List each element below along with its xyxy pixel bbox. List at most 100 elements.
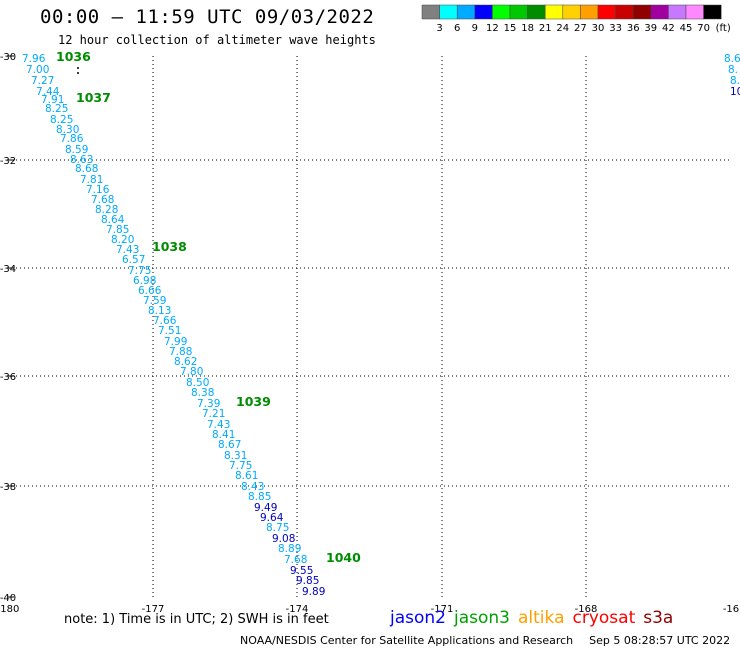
footer-credit: NOAA/NESDIS Center for Satellite Applica…: [240, 634, 730, 647]
wave-height-value: 7.68: [91, 194, 114, 206]
latitude-label: -30: [0, 52, 16, 63]
colorbar-swatch: [562, 4, 581, 20]
colorbar-label: 33: [609, 23, 622, 34]
latitude-label: -40: [0, 593, 16, 604]
legend-jason2: jason2: [390, 608, 446, 628]
wave-height-value: 8.59: [65, 144, 88, 156]
wave-height-value: 10: [730, 86, 740, 98]
wave-height-value: 9.08: [272, 533, 295, 545]
wave-height-value: 8.31: [224, 450, 247, 462]
colorbar-swatch: [439, 4, 458, 20]
cycle-labels: 1036 1037 1038 1039 1040: [56, 49, 361, 565]
wave-height-value: 8.25: [45, 103, 68, 115]
wave-height-value: 7.51: [158, 325, 181, 337]
wave-height-value: 7.16: [86, 184, 110, 196]
longitude-label: -180: [0, 604, 19, 615]
colorbar-label: 45: [680, 23, 693, 34]
credit-timestamp: Sep 5 08:28:57 UTC 2022: [589, 634, 731, 647]
wave-height-value: 9.85: [296, 575, 319, 587]
wave-height-value: 7.86: [60, 133, 84, 145]
wave-height-value: 8.28: [95, 204, 118, 216]
wave-height-value: 7.99: [164, 336, 187, 348]
colorbar-label: 24: [556, 23, 569, 34]
wave-height-value: 7.96: [22, 53, 46, 65]
colorbar-swatch: [632, 4, 652, 20]
altimeter-track: 7.967.007.277.447.918.258.258.307.868.59…: [22, 53, 740, 598]
wave-height-value: 8.61: [235, 470, 258, 482]
wave-height-value: 8.20: [111, 234, 134, 246]
wave-height-value: 7.75: [128, 265, 151, 277]
cycle-number: 1036: [56, 49, 91, 64]
colorbar-label: 36: [627, 23, 640, 34]
colorbar-label: 30: [592, 23, 605, 34]
wave-height-value: 8.75: [266, 522, 289, 534]
colorbar: 3 6 9 12 15 18 21 24 27 30 33 36 39 42 45 70 (ft): [421, 4, 731, 34]
colorbar-label: 39: [644, 23, 657, 34]
colorbar-label: 12: [486, 23, 499, 34]
colorbar-swatch: [580, 4, 599, 20]
colorbar-swatch: [474, 4, 493, 20]
colorbar-label: 3: [436, 23, 442, 34]
colorbar-label: 42: [662, 23, 675, 34]
wave-height-value: 9.49: [254, 502, 277, 514]
longitude-label: -174: [286, 604, 309, 615]
wave-height-value: 8.68: [75, 163, 98, 175]
legend-s3a: s3a: [643, 608, 674, 628]
colorbar-swatch: [527, 4, 546, 20]
cycle-number: 1039: [236, 394, 271, 409]
colorbar-swatch: [492, 4, 511, 20]
colorbar-swatch: [597, 4, 616, 20]
wave-height-value: 7.85: [106, 224, 129, 236]
wave-height-value: 8.43: [241, 481, 264, 493]
colorbar-unit: (ft): [716, 23, 731, 34]
wave-height-value: 7.68: [284, 554, 307, 566]
colorbar-swatch: [509, 4, 528, 20]
longitude-label: -171: [431, 604, 454, 615]
wave-height-value: 7.27: [31, 75, 54, 87]
legend-altika: altika: [518, 608, 565, 628]
wave-height-value: 8.30: [56, 124, 79, 136]
wave-height-value: 7.88: [169, 346, 192, 358]
wave-height-value: 8.89: [278, 543, 301, 555]
colorbar-swatch: [615, 4, 634, 20]
latitude-label: -32: [0, 156, 16, 167]
page-subtitle: 12 hour collection of altimeter wave hei…: [58, 33, 376, 47]
wave-height-value: 6.98: [133, 275, 156, 287]
colorbar-label: 9: [472, 23, 478, 34]
wave-height-value: 9.55: [290, 565, 313, 577]
wave-height-value: 6.57: [122, 254, 145, 266]
latitude-label: -38: [0, 482, 16, 493]
credit-org: NOAA/NESDIS Center for Satellite Applica…: [240, 634, 574, 647]
wave-height-value: 8.64: [101, 214, 125, 226]
wave-height-value: 8.: [728, 64, 738, 76]
colorbar-swatch: [685, 4, 704, 20]
longitude-label: -168: [575, 604, 598, 615]
colorbar-swatch: [456, 4, 476, 20]
wave-height-value: 8.62: [174, 356, 197, 368]
wave-height-value: 9.64: [260, 512, 284, 524]
wave-height-value: 7.59: [143, 295, 166, 307]
wave-height-value: 7.39: [197, 398, 220, 410]
colorbar-swatch: [703, 4, 722, 20]
wave-height-value: 7.66: [153, 315, 177, 327]
cycle-number: 1038: [152, 239, 187, 254]
wave-height-value: 6.66: [138, 285, 162, 297]
colorbar-label: 21: [539, 23, 552, 34]
cycle-number: 1040: [326, 550, 361, 565]
wave-height-value: 8.85: [248, 491, 271, 503]
wave-height-value: 8.41: [212, 429, 235, 441]
wave-height-value: 8.63: [70, 154, 93, 166]
longitude-label: -177: [142, 604, 165, 615]
wave-height-value: 8.50: [186, 377, 209, 389]
wave-height-value: 8.38: [191, 387, 214, 399]
track-dot: [77, 67, 79, 69]
wave-height-value: 8.25: [50, 114, 73, 126]
map-grid: [8, 55, 731, 598]
wave-height-value: 8.6: [724, 53, 740, 65]
legend-cryosat: cryosat: [572, 608, 636, 628]
colorbar-label: 6: [454, 23, 460, 34]
wave-height-value: 7.80: [180, 366, 203, 378]
colorbar-swatch: [668, 4, 687, 20]
latitude-label: -36: [0, 372, 16, 383]
